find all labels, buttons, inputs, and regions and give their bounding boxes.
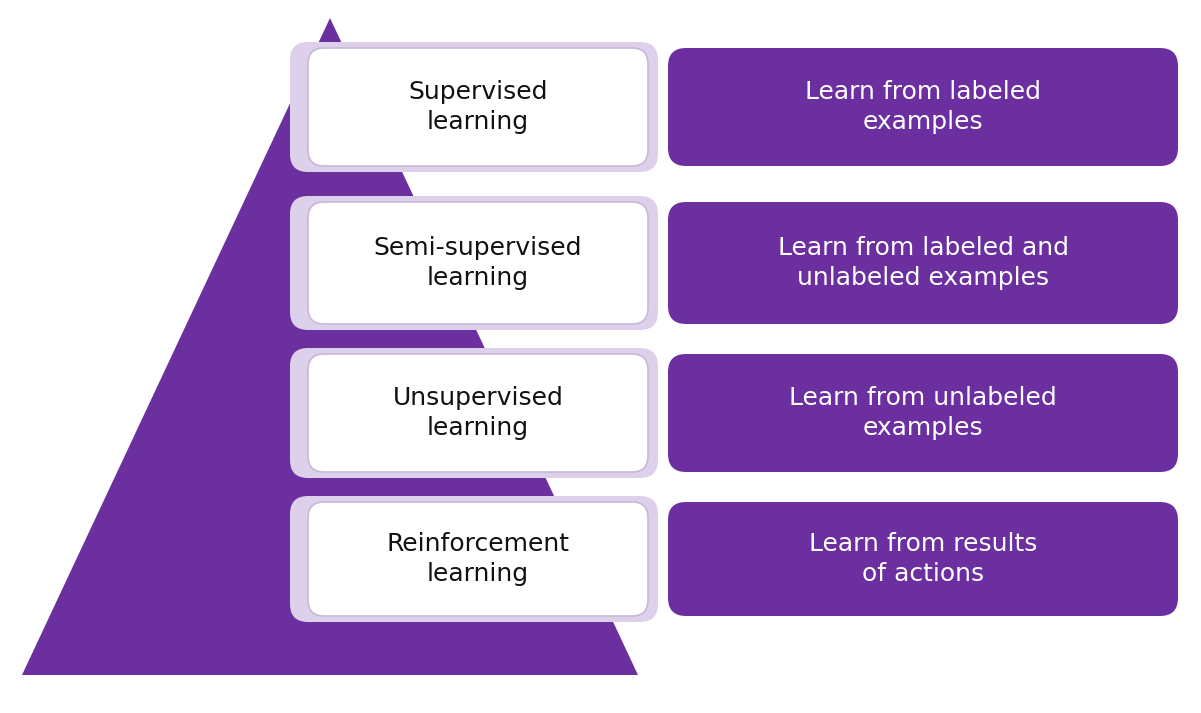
Text: Reinforcement
learning: Reinforcement learning bbox=[387, 532, 569, 586]
FancyBboxPatch shape bbox=[289, 348, 658, 478]
Text: Supervised
learning: Supervised learning bbox=[408, 80, 548, 134]
Text: Machine learning techniques: Machine learning techniques bbox=[44, 676, 520, 704]
FancyBboxPatch shape bbox=[307, 502, 649, 616]
FancyBboxPatch shape bbox=[668, 202, 1178, 324]
FancyBboxPatch shape bbox=[668, 354, 1178, 472]
Text: Semi-supervised
learning: Semi-supervised learning bbox=[374, 236, 582, 290]
Text: Learn from unlabeled
examples: Learn from unlabeled examples bbox=[789, 386, 1057, 440]
Text: Learn from labeled and
unlabeled examples: Learn from labeled and unlabeled example… bbox=[777, 236, 1069, 290]
FancyBboxPatch shape bbox=[307, 202, 649, 324]
Text: Learn from results
of actions: Learn from results of actions bbox=[808, 532, 1038, 586]
Polygon shape bbox=[22, 18, 638, 675]
FancyBboxPatch shape bbox=[668, 48, 1178, 166]
Text: Unsupervised
learning: Unsupervised learning bbox=[393, 386, 563, 440]
FancyBboxPatch shape bbox=[668, 502, 1178, 616]
FancyBboxPatch shape bbox=[289, 196, 658, 330]
FancyBboxPatch shape bbox=[289, 42, 658, 172]
FancyBboxPatch shape bbox=[307, 48, 649, 166]
FancyBboxPatch shape bbox=[307, 354, 649, 472]
Text: Learn from labeled
examples: Learn from labeled examples bbox=[805, 80, 1041, 134]
FancyBboxPatch shape bbox=[289, 496, 658, 622]
